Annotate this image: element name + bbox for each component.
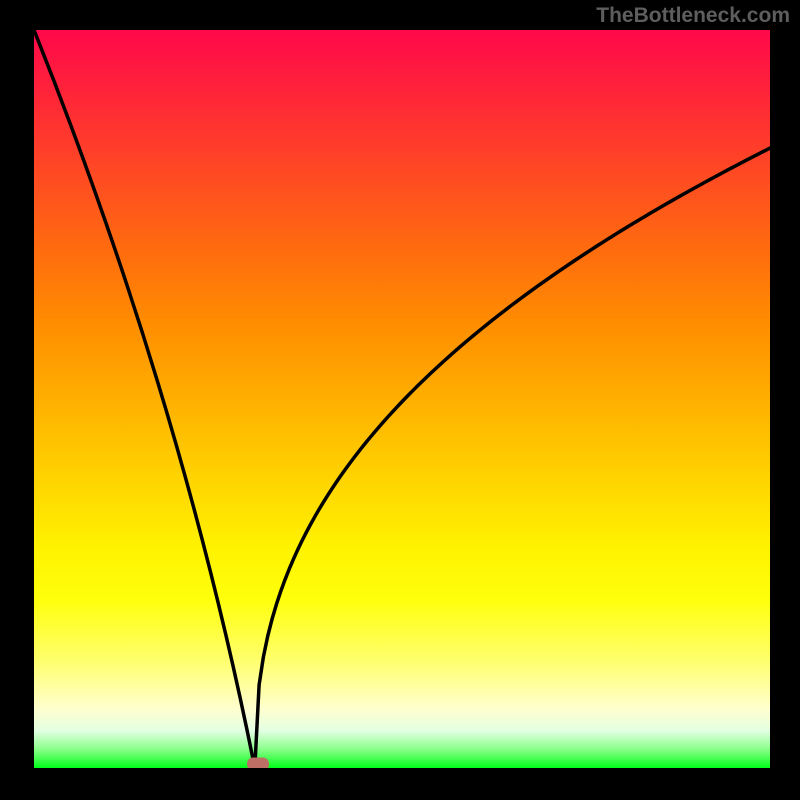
curve-overlay (34, 30, 770, 768)
chart-container: TheBottleneck.com (0, 0, 800, 800)
watermark-text: TheBottleneck.com (596, 4, 790, 28)
plot-area (34, 30, 770, 768)
minimum-marker (247, 757, 269, 768)
